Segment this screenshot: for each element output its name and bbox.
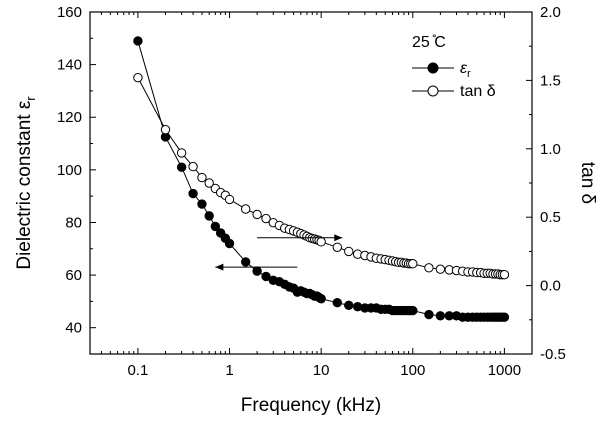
tand-point — [424, 263, 434, 273]
epsilon-point — [210, 221, 221, 232]
epsilon-point — [204, 211, 214, 221]
series-points — [133, 36, 510, 322]
x-axis-ticks: 0.1 1 10 100 1000 — [89, 12, 533, 379]
legend: 25 ̊C εr tan δ — [412, 34, 496, 100]
x-tick-label: 1000 — [488, 362, 521, 379]
series-lines — [137, 40, 505, 318]
legend-label-epsilon: εr — [460, 60, 471, 80]
epsilon-point — [424, 309, 434, 320]
y-left-tick-label: 80 — [65, 214, 82, 231]
legend-marker-epsilon — [427, 62, 439, 74]
y-left-axis-title: Dielectric constant εr — [14, 96, 38, 270]
tand-point — [435, 264, 446, 274]
epsilon-point — [316, 294, 326, 304]
epsilon-point — [252, 266, 262, 276]
epsilon-point — [240, 257, 251, 267]
y-left-tick-label: 40 — [65, 320, 82, 337]
y-right-tick-label: -0.5 — [540, 346, 566, 363]
x-tick-label: 100 — [400, 362, 425, 379]
tand-point — [204, 178, 214, 188]
y-right-axis-title: tan δ — [577, 162, 598, 204]
y-right-tick-label: 2.0 — [540, 4, 561, 21]
tand-point — [252, 209, 262, 220]
epsilon-point — [408, 305, 418, 316]
y-right-tick-label: 1.5 — [540, 72, 561, 89]
tand-point — [316, 237, 326, 247]
legend-label-tand: tan δ — [460, 83, 496, 100]
tand-point — [224, 194, 235, 205]
epsilon-point — [197, 199, 207, 209]
x-tick-label: 0.1 — [127, 362, 148, 379]
y-left-axis-title-main: Dielectric constant ε — [14, 100, 35, 270]
epsilon-point — [499, 312, 510, 322]
y-right-tick-label: 0.0 — [540, 278, 561, 295]
direction-arrows — [215, 234, 343, 271]
epsilon-point — [435, 311, 446, 321]
y-left-axis-ticks: 40 60 80 100 120 140 160 — [57, 4, 96, 355]
tand-point — [188, 161, 198, 172]
epsilon-point — [176, 162, 187, 172]
legend-label-epsilon-main: ε — [460, 60, 468, 77]
tand-point — [197, 172, 207, 183]
x-tick-label: 1 — [225, 362, 233, 379]
epsilon-point — [224, 238, 235, 249]
x-tick-label: 10 — [313, 362, 330, 379]
tand-point — [408, 259, 418, 269]
y-right-tick-label: 1.0 — [540, 141, 561, 158]
epsilon-point — [332, 298, 342, 308]
epsilon-point — [188, 188, 198, 199]
y-right-axis-ticks: -0.5 0.0 0.5 1.0 1.5 2.0 — [526, 4, 566, 363]
series-line-0 — [137, 40, 505, 318]
legend-title: 25 ̊C — [412, 34, 446, 51]
tand-point — [176, 148, 187, 158]
y-left-tick-label: 140 — [57, 57, 82, 74]
legend-label-epsilon-sub: r — [467, 68, 471, 80]
y-left-tick-label: 60 — [65, 267, 82, 284]
tand-point — [332, 242, 342, 252]
tand-point — [499, 269, 510, 280]
y-right-tick-label: 0.5 — [540, 209, 561, 226]
arrow-head — [334, 234, 343, 242]
legend-marker-tand — [427, 85, 439, 97]
y-left-axis-title-sub: r — [23, 96, 38, 101]
tand-point — [133, 72, 143, 83]
x-axis-title: Frequency (kHz) — [241, 395, 381, 416]
epsilon-point — [261, 271, 271, 282]
tand-point — [160, 124, 171, 135]
epsilon-point — [133, 36, 143, 46]
tand-point — [344, 246, 354, 257]
tand-point — [261, 213, 271, 224]
epsilon-point — [344, 300, 354, 311]
y-left-tick-label: 100 — [57, 162, 82, 179]
tand-point — [240, 204, 251, 214]
arrow-head — [215, 263, 224, 271]
y-left-tick-label: 120 — [57, 109, 82, 126]
y-left-tick-label: 160 — [57, 4, 82, 21]
